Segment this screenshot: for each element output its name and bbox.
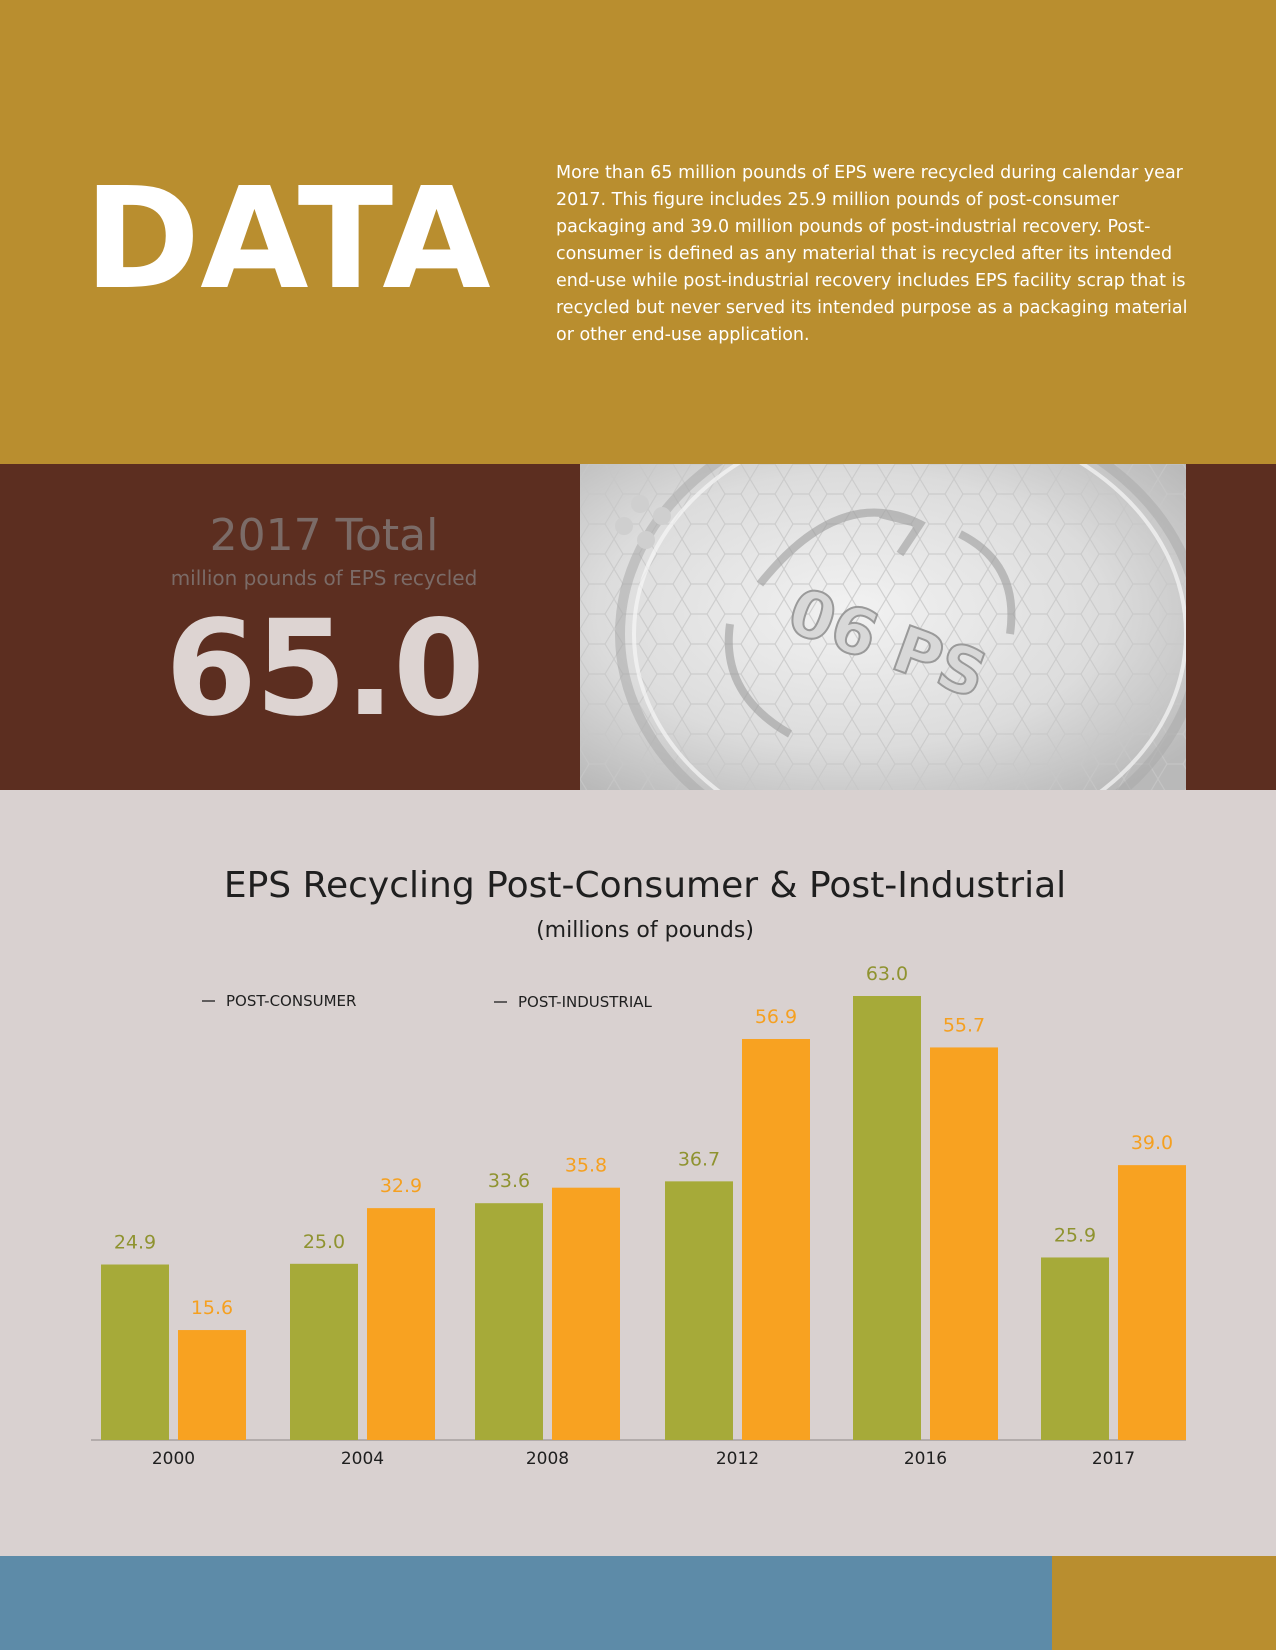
header-band	[0, 0, 1276, 464]
value-label-post-consumer-2004: 25.0	[303, 1231, 345, 1253]
x-tick-label-2012: 2012	[716, 1449, 759, 1469]
chart-title: EPS Recycling Post-Consumer & Post-Indus…	[223, 865, 1067, 906]
footer-blue-band	[0, 1556, 1052, 1650]
page-title: DATA	[84, 158, 491, 321]
bar-post-consumer-2016	[853, 996, 921, 1440]
x-tick-label-2004: 2004	[341, 1449, 384, 1469]
x-tick-label-2017: 2017	[1092, 1449, 1135, 1469]
total-label: 2017 Total	[209, 510, 439, 561]
legend-entry-post-industrial: POST-INDUSTRIAL	[518, 993, 653, 1011]
value-label-post-consumer-2017: 25.9	[1054, 1224, 1096, 1246]
bar-post-industrial-2017	[1118, 1165, 1186, 1440]
intro-paragraph: More than 65 million pounds of EPS were …	[556, 163, 1188, 345]
bar-post-consumer-2012	[665, 1181, 733, 1440]
value-label-post-industrial-2004: 32.9	[380, 1175, 422, 1197]
total-sublabel: million pounds of EPS recycled	[170, 566, 478, 590]
value-label-post-industrial-2017: 39.0	[1131, 1132, 1173, 1154]
legend-entry-post-consumer: POST-CONSUMER	[226, 992, 356, 1010]
bar-chart: POST-CONSUMER POST-INDUSTRIAL 24.9 15.6 2000…	[91, 963, 1186, 1469]
bar-post-industrial-2000	[178, 1330, 246, 1440]
value-label-post-industrial-2008: 35.8	[565, 1155, 607, 1177]
chart-subtitle: (millions of pounds)	[536, 918, 754, 943]
value-label-post-industrial-2012: 56.9	[755, 1006, 797, 1028]
bar-post-consumer-2004	[290, 1263, 358, 1440]
bar-post-industrial-2008	[552, 1187, 620, 1440]
value-label-post-consumer-2012: 36.7	[678, 1148, 720, 1170]
total-value: 65.0	[165, 592, 485, 746]
bar-post-industrial-2016	[930, 1047, 998, 1440]
bar-post-industrial-2012	[742, 1038, 810, 1440]
value-label-post-consumer-2000: 24.9	[114, 1232, 156, 1254]
x-tick-label-2000: 2000	[152, 1449, 195, 1469]
x-tick-label-2008: 2008	[526, 1449, 569, 1469]
footer-gold-band	[1052, 1556, 1276, 1650]
bar-post-consumer-2000	[101, 1264, 169, 1440]
value-label-post-consumer-2008: 33.6	[488, 1170, 530, 1192]
eps-foam-photo: 06 PS	[580, 464, 1186, 790]
value-label-post-consumer-2016: 63.0	[866, 963, 908, 985]
value-label-post-industrial-2000: 15.6	[191, 1297, 233, 1319]
value-label-post-industrial-2016: 55.7	[943, 1014, 985, 1036]
bar-post-industrial-2004	[367, 1208, 435, 1440]
bar-post-consumer-2017	[1041, 1257, 1109, 1440]
x-tick-label-2016: 2016	[904, 1449, 947, 1469]
bar-post-consumer-2008	[475, 1203, 543, 1440]
